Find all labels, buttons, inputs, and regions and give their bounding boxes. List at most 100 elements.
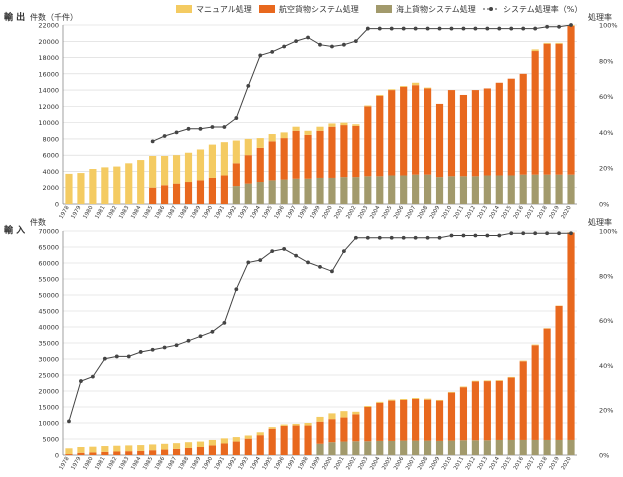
import-bar-air-2013 bbox=[483, 381, 491, 441]
import-bar-sea-2006 bbox=[400, 440, 408, 455]
export-bar-air-1987 bbox=[172, 183, 181, 204]
import-bar-air-1990 bbox=[208, 445, 217, 455]
legend-label-rate: システム処理率（%） bbox=[503, 4, 582, 14]
import-x-tick-label: 2016 bbox=[513, 456, 525, 472]
import-rate-point-2007 bbox=[413, 235, 418, 240]
import-bar-sea-2005 bbox=[388, 440, 396, 455]
import-y2-tick-label: 100% bbox=[599, 228, 618, 236]
import-bar-sea-2002 bbox=[352, 441, 360, 455]
import-bar-air-1997 bbox=[292, 425, 300, 455]
import-rate-point-2006 bbox=[401, 235, 406, 240]
export-bar-air-1985 bbox=[149, 187, 157, 204]
import-bar-air-2016 bbox=[519, 361, 527, 440]
import-y-tick-label: 60000 bbox=[38, 260, 59, 268]
import-rate-point-1999 bbox=[318, 264, 322, 269]
export-bar-manual-1983 bbox=[125, 163, 133, 204]
export-x-tick-label: 1989 bbox=[190, 205, 202, 221]
import-rate-point-1985 bbox=[150, 347, 155, 352]
export-x-tick-label: 1985 bbox=[142, 205, 154, 221]
export-bar-sea-2012 bbox=[471, 176, 479, 204]
import-bar-manual-1983 bbox=[125, 445, 133, 452]
export-bar-air-2020 bbox=[567, 25, 575, 175]
export-bar-manual-2018 bbox=[543, 42, 551, 44]
export-bar-sea-2016 bbox=[519, 174, 527, 204]
import-bar-air-1998 bbox=[304, 425, 312, 455]
import-x-tick-label: 2000 bbox=[321, 456, 333, 472]
export-x-tick-label: 1993 bbox=[238, 205, 250, 221]
legend-label-air: 航空貨物システム処理 bbox=[279, 4, 359, 14]
import-x-tick-label: 1988 bbox=[178, 456, 190, 472]
export-bar-sea-2011 bbox=[459, 176, 468, 204]
import-y-tick-label: 0 bbox=[55, 452, 59, 460]
export-x-tick-label: 2014 bbox=[489, 205, 501, 221]
export-y-tick-label: 8000 bbox=[42, 135, 59, 143]
export-x-tick-label: 1979 bbox=[70, 205, 82, 221]
import-x-tick-label: 2015 bbox=[501, 456, 513, 472]
export-rate-point-2006 bbox=[401, 26, 406, 31]
export-bar-air-1993 bbox=[244, 155, 252, 184]
export-bar-manual-2006 bbox=[400, 86, 408, 87]
export-x-tick-label: 1996 bbox=[274, 205, 286, 221]
import-rate-point-2018 bbox=[545, 231, 550, 236]
import-bar-manual-1996 bbox=[280, 424, 288, 426]
import-bar-manual-1982 bbox=[113, 445, 121, 452]
export-rate-point-2017 bbox=[533, 26, 538, 31]
import-y-tick-label: 25000 bbox=[38, 372, 59, 380]
export-y-tick-label: 4000 bbox=[42, 168, 59, 176]
export-y-tick-label: 10000 bbox=[38, 119, 59, 127]
import-x-tick-label: 2010 bbox=[441, 456, 453, 472]
import-y2-tick-label: 20% bbox=[599, 407, 613, 415]
import-x-tick-label: 2002 bbox=[345, 456, 357, 471]
export-x-tick-label: 1987 bbox=[166, 205, 178, 221]
export-bar-sea-1999 bbox=[316, 177, 324, 204]
import-rate-point-2010 bbox=[449, 233, 454, 238]
export-bar-air-1986 bbox=[161, 185, 169, 204]
export-bar-manual-1997 bbox=[292, 126, 300, 131]
import-rate-point-2013 bbox=[485, 233, 490, 238]
import-rate-point-1984 bbox=[138, 350, 143, 354]
export-bar-sea-2002 bbox=[352, 177, 360, 204]
export-bar-sea-1994 bbox=[256, 182, 264, 204]
import-bar-manual-1989 bbox=[196, 441, 205, 447]
import-bar-air-2002 bbox=[352, 414, 360, 442]
export-bar-sea-2006 bbox=[400, 175, 408, 204]
export-bar-manual-2001 bbox=[340, 122, 348, 126]
import-x-tick-label: 1979 bbox=[70, 456, 82, 472]
export-x-tick-label: 2000 bbox=[321, 205, 333, 221]
export-bar-air-2014 bbox=[495, 82, 503, 176]
export-x-tick-label: 1998 bbox=[298, 205, 310, 221]
import-bar-air-1980 bbox=[89, 452, 97, 455]
legend-swatch-sea bbox=[376, 5, 392, 13]
import-y2-tick-label: 60% bbox=[599, 317, 613, 325]
import-rate-point-2012 bbox=[473, 233, 478, 238]
import-bar-sea-2017 bbox=[531, 439, 539, 455]
import-bar-manual-2016 bbox=[519, 360, 527, 362]
import-bar-air-2010 bbox=[447, 392, 456, 441]
import-bar-manual-2012 bbox=[471, 380, 479, 382]
export-bar-manual-2008 bbox=[423, 87, 432, 89]
export-rate-point-2004 bbox=[377, 26, 382, 31]
export-rate-point-1993 bbox=[246, 83, 251, 88]
import-bar-air-1993 bbox=[244, 438, 252, 455]
export-x-tick-label: 2006 bbox=[393, 205, 405, 221]
import-bar-sea-2008 bbox=[423, 440, 432, 455]
export-bar-air-2004 bbox=[376, 95, 384, 177]
export-bar-sea-2001 bbox=[340, 177, 348, 204]
import-bar-air-1984 bbox=[137, 450, 145, 455]
export-bar-sea-2004 bbox=[376, 176, 384, 204]
export-rate-point-2019 bbox=[557, 24, 561, 29]
export-bar-manual-1993 bbox=[244, 138, 252, 156]
import-rate-point-1993 bbox=[246, 260, 251, 265]
export-y-axis-label: 件数（千件） bbox=[30, 12, 78, 22]
import-bar-sea-2013 bbox=[483, 440, 491, 455]
import-bar-air-1987 bbox=[172, 448, 181, 455]
export-x-tick-label: 1997 bbox=[286, 205, 298, 221]
export-bar-sea-1993 bbox=[244, 183, 252, 204]
export-y-tick-label: 20000 bbox=[38, 38, 59, 46]
export-x-tick-label: 2007 bbox=[405, 205, 417, 221]
export-x-tick-label: 1986 bbox=[154, 205, 166, 221]
export-y-tick-label: 12000 bbox=[38, 103, 59, 111]
import-bar-manual-1990 bbox=[208, 439, 217, 446]
import-rate-point-2003 bbox=[365, 235, 370, 240]
import-rate-point-1988 bbox=[186, 338, 191, 343]
